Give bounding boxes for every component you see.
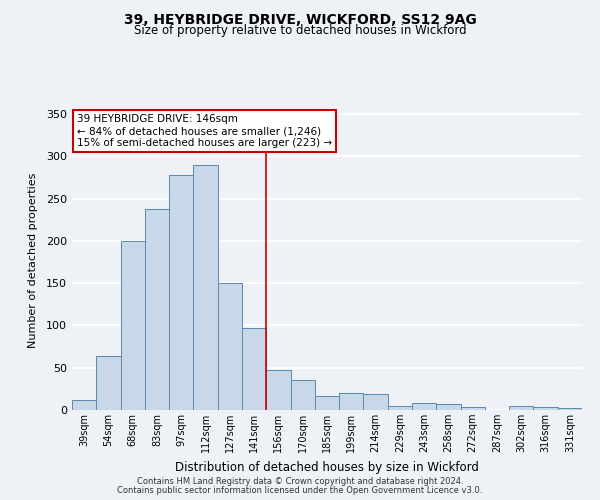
X-axis label: Distribution of detached houses by size in Wickford: Distribution of detached houses by size … bbox=[175, 460, 479, 473]
Bar bbox=[218, 283, 242, 410]
Bar bbox=[96, 356, 121, 410]
Text: 39 HEYBRIDGE DRIVE: 146sqm
← 84% of detached houses are smaller (1,246)
15% of s: 39 HEYBRIDGE DRIVE: 146sqm ← 84% of deta… bbox=[77, 114, 332, 148]
Y-axis label: Number of detached properties: Number of detached properties bbox=[28, 172, 38, 348]
Bar bbox=[266, 370, 290, 410]
Bar bbox=[339, 393, 364, 410]
Bar bbox=[533, 406, 558, 410]
Bar bbox=[436, 404, 461, 410]
Text: 39, HEYBRIDGE DRIVE, WICKFORD, SS12 9AG: 39, HEYBRIDGE DRIVE, WICKFORD, SS12 9AG bbox=[124, 12, 476, 26]
Bar bbox=[461, 406, 485, 410]
Bar bbox=[558, 408, 582, 410]
Bar bbox=[72, 400, 96, 410]
Bar bbox=[315, 396, 339, 410]
Bar bbox=[169, 175, 193, 410]
Bar bbox=[509, 406, 533, 410]
Bar bbox=[364, 394, 388, 410]
Text: Contains HM Land Registry data © Crown copyright and database right 2024.: Contains HM Land Registry data © Crown c… bbox=[137, 477, 463, 486]
Bar bbox=[388, 406, 412, 410]
Bar bbox=[193, 165, 218, 410]
Bar bbox=[145, 209, 169, 410]
Bar bbox=[290, 380, 315, 410]
Text: Contains public sector information licensed under the Open Government Licence v3: Contains public sector information licen… bbox=[118, 486, 482, 495]
Bar bbox=[121, 241, 145, 410]
Bar bbox=[412, 403, 436, 410]
Text: Size of property relative to detached houses in Wickford: Size of property relative to detached ho… bbox=[134, 24, 466, 37]
Bar bbox=[242, 328, 266, 410]
